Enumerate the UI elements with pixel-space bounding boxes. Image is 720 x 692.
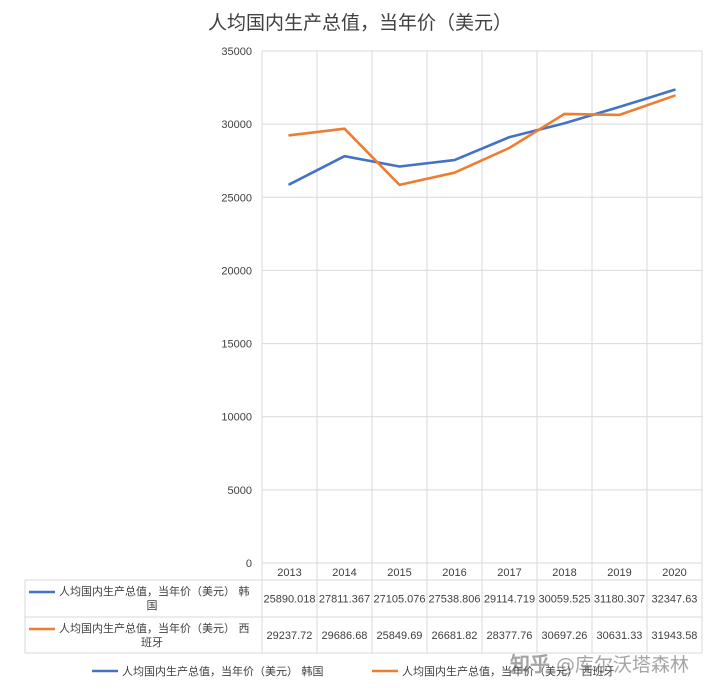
table-cell-value: 27811.367: [319, 594, 370, 606]
x-tick-label: 2020: [662, 567, 686, 579]
y-axis-tick-labels: 0 5000 10000 15000 20000 25000 30000 35000: [221, 46, 252, 570]
data-point: [674, 89, 675, 91]
data-point: [564, 113, 565, 115]
data-point: [564, 122, 565, 124]
data-point: [289, 183, 290, 185]
data-point: [399, 184, 400, 186]
x-tick-label: 2018: [552, 567, 576, 579]
chart-title: 人均国内生产总值，当年价（美元）: [207, 12, 512, 34]
x-tick-label: 2015: [387, 567, 411, 579]
table-cell-value: 29237.72: [267, 630, 313, 642]
y-tick-label: 35000: [221, 46, 252, 58]
data-point: [344, 128, 345, 130]
table-cell-value: 31943.58: [652, 630, 698, 642]
data-point: [509, 147, 510, 149]
series-line-1: [288, 94, 676, 187]
table-series-label: 人均国内生产总值，当年价（美元） 西: [59, 621, 250, 635]
y-tick-label: 30000: [221, 119, 252, 131]
x-tick-label: 2013: [277, 567, 301, 579]
data-point: [289, 134, 290, 136]
legend: 人均国内生产总值，当年价（美元） 韩国 人均国内生产总值，当年价（美元） 西班牙: [92, 664, 615, 678]
series-line-0: [288, 88, 676, 186]
x-tick-label: 2016: [442, 567, 466, 579]
table-cell-value: 27538.806: [429, 594, 481, 606]
x-tick-label: 2014: [332, 567, 356, 579]
watermark-handle: @库尔沃塔森林: [556, 654, 690, 676]
table-cell-value: 30059.525: [539, 594, 591, 606]
y-tick-label: 15000: [221, 339, 252, 351]
data-table: 2013 2014 2015 2016 2017 2018 2019 2020 人均国内生产总值…: [24, 562, 703, 654]
watermark: 知乎 @库尔沃塔森林: [510, 648, 689, 677]
y-tick-label: 25000: [221, 192, 252, 204]
table-cell-value: 30631.33: [597, 630, 643, 642]
y-tick-label: 10000: [221, 412, 252, 424]
data-point: [674, 95, 675, 97]
table-series-label: 国: [147, 599, 158, 612]
legend-entry-0: 人均国内生产总值，当年价（美元） 韩国: [122, 664, 324, 678]
data-point: [619, 114, 620, 116]
table-cell-value: 25849.69: [377, 630, 423, 642]
table-cell-value: 30697.26: [542, 630, 588, 642]
y-tick-label: 20000: [221, 265, 252, 277]
data-point: [399, 165, 400, 167]
data-point: [454, 159, 455, 161]
table-cell-value: 25890.018: [264, 594, 316, 606]
x-tick-label: 2019: [607, 567, 631, 579]
table-cell-value: 31180.307: [594, 594, 645, 606]
table-cell-value: 28377.76: [487, 630, 533, 642]
table-cell-value: 32347.63: [652, 594, 698, 606]
data-point: [509, 136, 510, 138]
table-series-label: 人均国内生产总值，当年价（美元） 韩: [59, 584, 250, 598]
series-lines: [288, 88, 676, 187]
table-cell-value: 29114.719: [484, 594, 535, 606]
watermark-prefix: 知乎: [510, 652, 550, 676]
table-series-label: 班牙: [141, 636, 163, 649]
y-tick-label: 5000: [228, 485, 252, 497]
gridlines: [261, 50, 703, 564]
x-tick-label: 2017: [497, 567, 521, 579]
y-tick-label: 0: [246, 558, 252, 570]
data-point: [344, 155, 345, 157]
data-point: [619, 106, 620, 108]
table-cell-value: 26681.82: [432, 630, 478, 642]
data-point: [454, 172, 455, 174]
legend-entry-1: 人均国内生产总值，当年价（美元） 西班牙: [402, 664, 615, 678]
table-cell-value: 29686.68: [322, 630, 368, 642]
table-cell-value: 27105.076: [374, 594, 426, 606]
